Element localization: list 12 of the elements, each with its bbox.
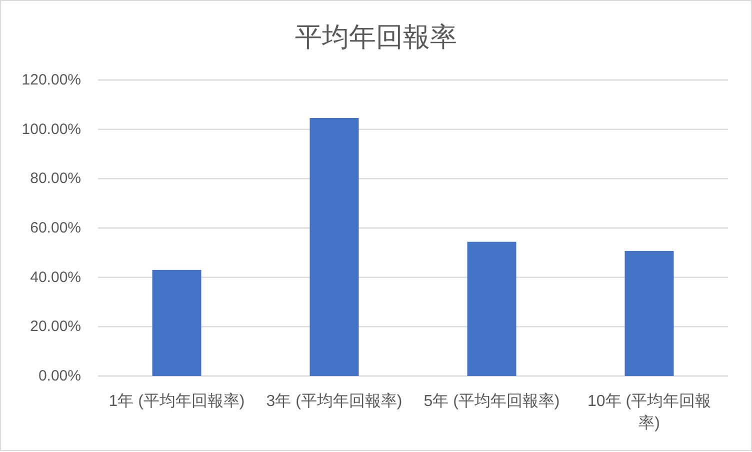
y-tick: 120.00%: [22, 72, 81, 88]
y-tick: 100.00%: [22, 120, 81, 138]
x-tick: 3年 (平均年回報率): [266, 392, 402, 410]
y-tick: 40.00%: [30, 268, 81, 286]
title: 平均年回報率: [295, 22, 457, 52]
y-tick: 80.00%: [30, 170, 81, 188]
x-tick: 10年 (平均年回報率): [587, 392, 712, 432]
y-tick: 60.00%: [30, 220, 81, 236]
x-tick: 1年 (平均年回報率): [108, 392, 245, 410]
x-tick: 5年 (平均年回報率): [424, 392, 560, 410]
y-tick: 20.00%: [30, 318, 81, 336]
y-tick: 0.00%: [38, 368, 81, 384]
